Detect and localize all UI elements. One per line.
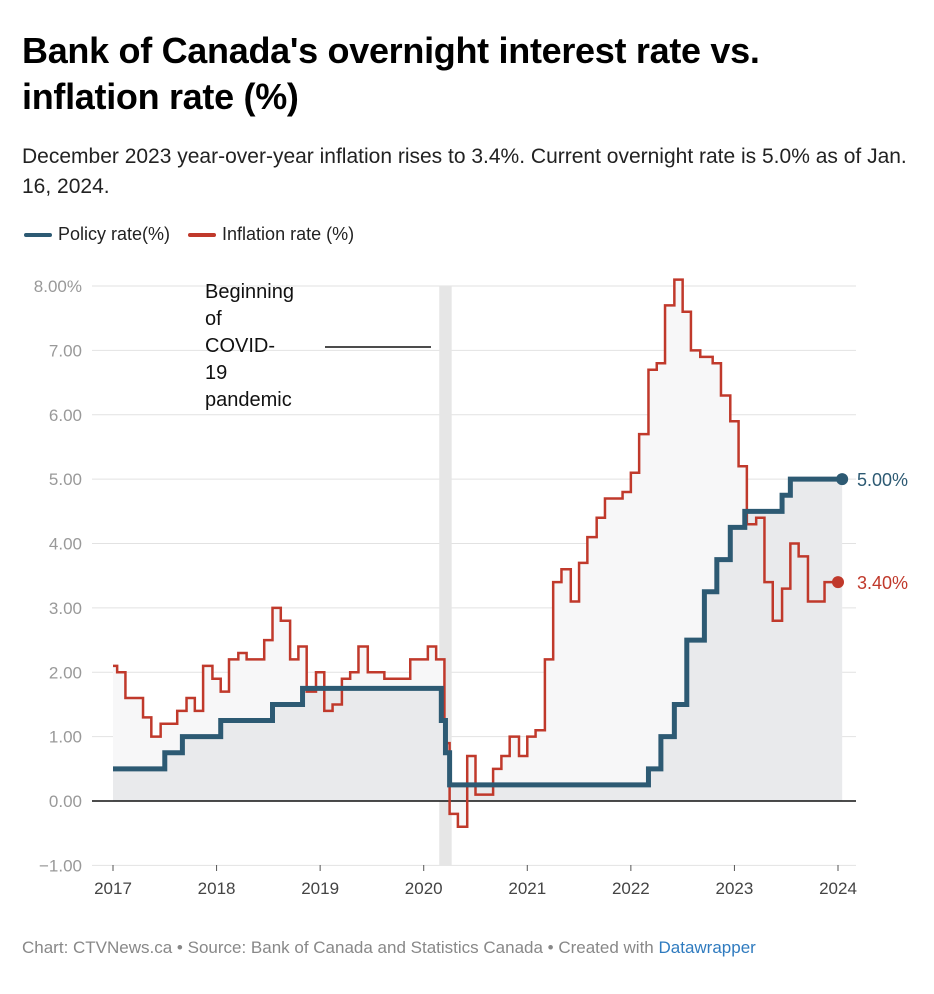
- legend-item-inflation-rate: Inflation rate (%): [188, 224, 354, 245]
- covid-annotation-line: pandemic: [205, 389, 292, 411]
- footer-credit: Chart: CTVNews.ca • Source: Bank of Cana…: [22, 938, 659, 957]
- y-tick-label: 6.00: [49, 406, 82, 425]
- legend-item-policy-rate: Policy rate(%): [24, 224, 170, 245]
- chart-plot: 8.00% 7.00 6.00 5.00 4.00 3.00 2.00 1.00 0.00 −1.…: [34, 277, 908, 898]
- covid-annotation: Beginning of COVID- 19 pandemic: [205, 281, 294, 411]
- y-tick-label: 8.00%: [34, 277, 82, 296]
- policy-rate-line: [113, 476, 843, 788]
- legend-label-inflation-rate: Inflation rate (%): [222, 224, 355, 244]
- chart-subtitle: December 2023 year-over-year inflation r…: [22, 145, 907, 198]
- datawrapper-link[interactable]: Datawrapper: [658, 938, 756, 957]
- inflation-rate-end-label: 3.40%: [857, 573, 908, 593]
- x-tick-label: 2023: [716, 879, 754, 898]
- covid-annotation-line: Beginning: [205, 281, 294, 303]
- y-tick-label: 2.00: [49, 663, 82, 682]
- inflation-rate-line: [113, 278, 838, 828]
- x-tick-label: 2021: [508, 879, 546, 898]
- x-tick-label: 2020: [405, 879, 443, 898]
- y-tick-label: 4.00: [49, 535, 82, 554]
- policy-rate-end-label: 5.00%: [857, 470, 908, 490]
- legend-swatch-policy-rate: [24, 232, 52, 237]
- y-tick-label: 5.00: [49, 470, 82, 489]
- chart-title: Bank of Canada's overnight interest rate…: [22, 30, 760, 117]
- covid-annotation-line: of: [205, 308, 222, 330]
- covid-annotation-line: 19: [205, 362, 227, 384]
- inflation-rate-end-dot: [832, 576, 844, 589]
- x-tick-label: 2024: [819, 879, 857, 898]
- x-tick-label: 2022: [612, 879, 650, 898]
- y-tick-label: 1.00: [49, 728, 82, 747]
- y-tick-label: 3.00: [49, 599, 82, 618]
- y-tick-label: 0.00: [49, 792, 82, 811]
- policy-rate-end-dot: [836, 473, 849, 486]
- y-tick-label: −1.00: [39, 856, 82, 875]
- x-tick-label: 2019: [301, 879, 339, 898]
- inflation-area: [113, 279, 843, 827]
- legend-label-policy-rate: Policy rate(%): [58, 224, 171, 244]
- policy-rate-area: [113, 479, 843, 801]
- legend-swatch-inflation-rate: [188, 232, 217, 237]
- x-tick-label: 2017: [94, 879, 132, 898]
- chart-footer: Chart: CTVNews.ca • Source: Bank of Cana…: [22, 938, 756, 958]
- x-tick-label: 2018: [198, 879, 236, 898]
- y-tick-label: 7.00: [49, 341, 82, 360]
- chart-legend: Policy rate(%) Inflation rate (%): [24, 224, 372, 245]
- covid-annotation-line: COVID-: [205, 335, 275, 357]
